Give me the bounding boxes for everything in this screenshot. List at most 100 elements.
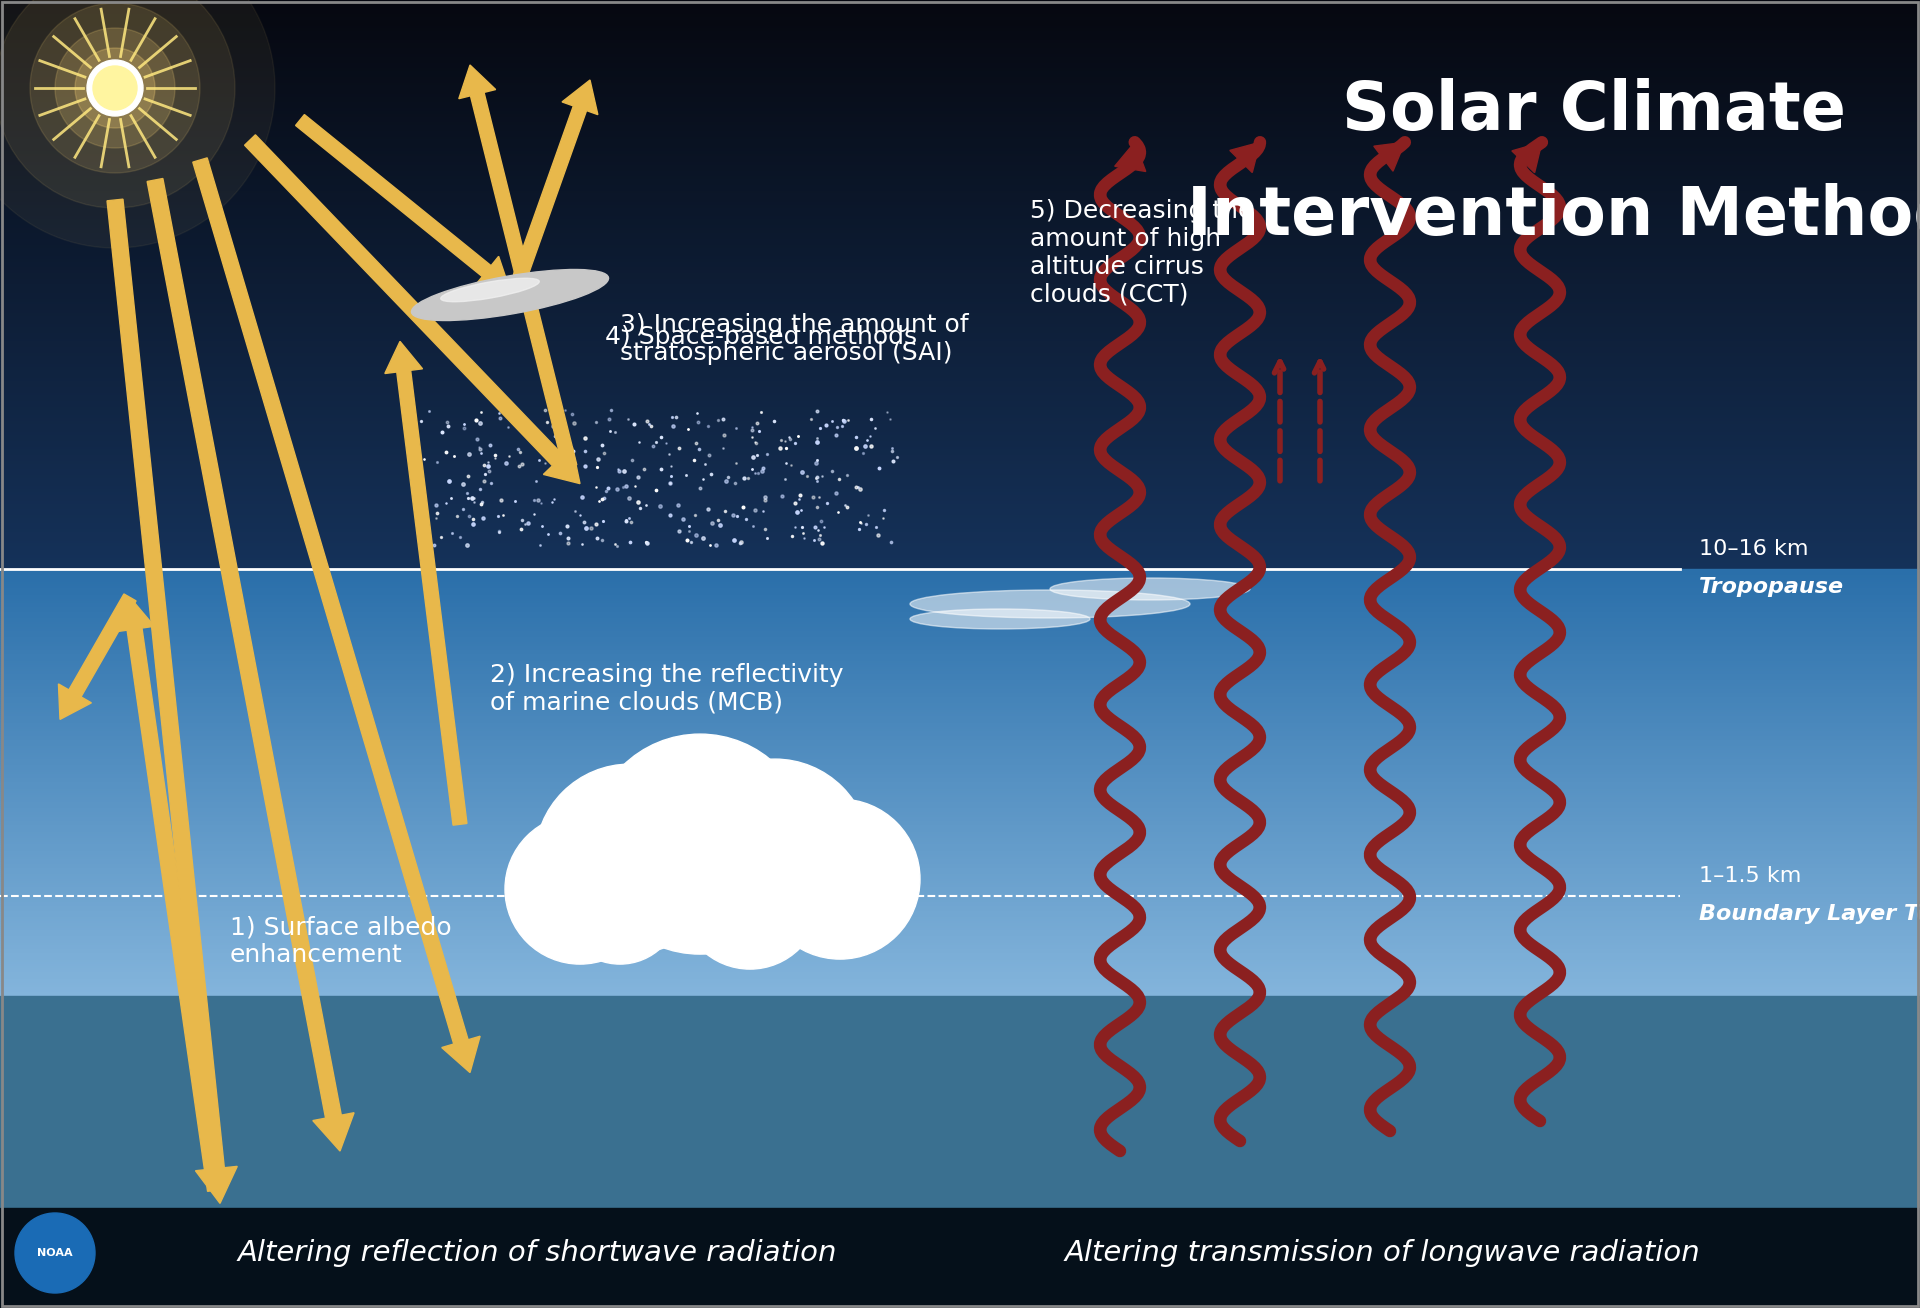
Bar — [0, 523, 1920, 526]
Bar — [0, 170, 1920, 174]
Bar — [0, 573, 1920, 576]
Bar — [0, 136, 1920, 140]
Text: 10–16 km: 10–16 km — [1699, 539, 1809, 559]
Bar — [0, 5, 1920, 9]
Bar — [0, 409, 1920, 412]
Bar — [0, 586, 1920, 589]
Bar — [0, 740, 1920, 742]
Bar — [0, 353, 1920, 356]
Bar — [0, 302, 1920, 305]
Bar — [0, 194, 1920, 196]
Bar — [0, 351, 1920, 353]
Bar — [0, 644, 1920, 646]
Bar — [0, 825, 1920, 828]
Bar — [0, 845, 1920, 846]
Polygon shape — [459, 65, 576, 468]
Bar — [0, 532, 1920, 535]
Bar — [0, 222, 1920, 225]
Bar — [0, 967, 1920, 968]
Bar — [0, 9, 1920, 12]
Bar — [0, 116, 1920, 119]
Bar — [0, 595, 1920, 596]
Bar — [0, 494, 1920, 498]
Bar — [0, 823, 1920, 825]
Text: 3) Increasing the amount of
stratospheric aerosol (SAI): 3) Increasing the amount of stratospheri… — [620, 313, 968, 365]
Bar — [0, 623, 1920, 624]
Bar — [0, 492, 1920, 494]
Bar — [0, 254, 1920, 256]
Bar — [0, 199, 1920, 201]
Bar — [0, 177, 1920, 179]
Bar — [0, 599, 1920, 600]
Bar — [0, 407, 1920, 409]
Bar — [0, 600, 1920, 603]
Circle shape — [56, 27, 175, 148]
Circle shape — [86, 60, 142, 116]
Bar — [0, 80, 1920, 82]
Bar — [0, 729, 1920, 731]
Text: NOAA: NOAA — [36, 1248, 73, 1258]
Bar — [0, 213, 1920, 216]
Bar — [0, 484, 1920, 487]
Bar — [0, 988, 1920, 990]
Bar — [0, 467, 1920, 470]
Bar — [0, 75, 1920, 77]
Bar — [0, 735, 1920, 738]
Bar — [0, 487, 1920, 489]
Bar — [0, 65, 1920, 68]
Bar — [0, 569, 1920, 572]
Bar — [0, 697, 1920, 700]
Bar — [0, 313, 1920, 315]
Bar — [0, 678, 1920, 680]
Bar — [0, 364, 1920, 368]
Text: Tropopause: Tropopause — [1699, 577, 1845, 596]
Bar — [0, 102, 1920, 105]
Text: 1–1.5 km: 1–1.5 km — [1699, 866, 1801, 886]
Bar — [0, 978, 1920, 981]
Bar — [0, 774, 1920, 776]
Bar — [0, 46, 1920, 48]
Bar — [0, 612, 1920, 613]
Bar — [0, 296, 1920, 298]
Bar — [0, 458, 1920, 460]
Bar — [0, 619, 1920, 620]
Bar — [0, 810, 1920, 812]
Bar — [0, 640, 1920, 641]
Bar — [0, 926, 1920, 927]
Bar — [0, 247, 1920, 250]
Bar — [0, 653, 1920, 654]
Bar — [0, 785, 1920, 786]
Bar — [0, 872, 1920, 874]
Bar — [0, 60, 1920, 63]
Bar — [0, 921, 1920, 923]
Bar — [0, 688, 1920, 691]
Bar — [0, 48, 1920, 51]
Bar — [0, 904, 1920, 906]
Bar — [0, 880, 1920, 883]
Bar — [0, 764, 1920, 765]
Bar — [0, 757, 1920, 759]
Polygon shape — [513, 80, 597, 280]
Bar — [0, 624, 1920, 627]
Bar — [0, 368, 1920, 370]
Bar — [0, 390, 1920, 392]
Bar — [0, 910, 1920, 913]
Bar — [0, 937, 1920, 938]
Text: Altering reflection of shortwave radiation: Altering reflection of shortwave radiati… — [238, 1239, 837, 1267]
Bar — [0, 489, 1920, 492]
Text: 1) Surface albedo
enhancement: 1) Surface albedo enhancement — [230, 916, 451, 968]
Bar — [0, 874, 1920, 876]
Bar — [0, 298, 1920, 302]
Ellipse shape — [442, 279, 540, 302]
Bar — [0, 582, 1920, 583]
Bar — [0, 140, 1920, 143]
Bar — [0, 663, 1920, 664]
Circle shape — [760, 799, 920, 959]
Bar — [0, 341, 1920, 344]
Bar — [0, 378, 1920, 381]
Bar — [0, 540, 1920, 543]
Bar — [0, 616, 1920, 619]
Bar — [0, 593, 1920, 595]
Bar — [0, 903, 1920, 904]
Bar — [0, 846, 1920, 849]
